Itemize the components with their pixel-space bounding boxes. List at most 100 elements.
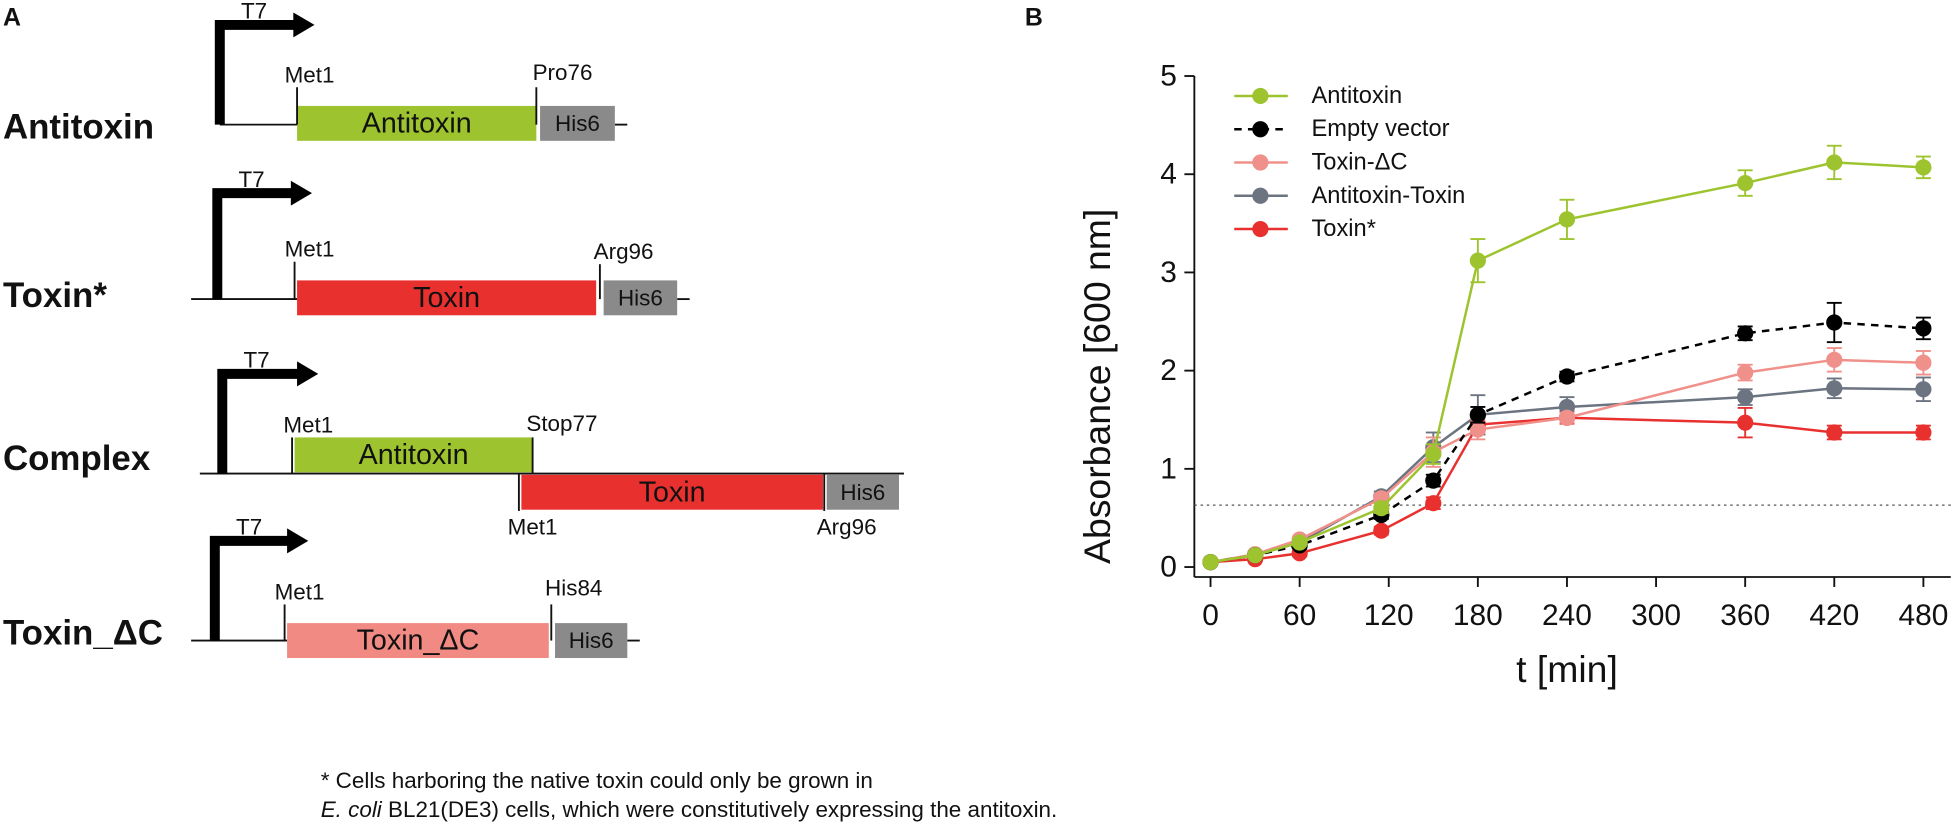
site-label: Stop77 — [526, 411, 597, 436]
x-tick-label: 420 — [1809, 599, 1859, 632]
y-tick-label: 2 — [1160, 354, 1177, 387]
site-label: Arg96 — [817, 515, 877, 540]
y-tick-label: 4 — [1160, 158, 1177, 191]
legend-marker — [1252, 187, 1269, 204]
arrow-head — [293, 12, 315, 38]
data-point — [1826, 314, 1843, 331]
site-label: Met1 — [283, 412, 333, 437]
promoter-label: T7 — [243, 348, 269, 373]
data-point — [1737, 174, 1754, 192]
x-tick-label: 360 — [1720, 599, 1770, 632]
panel-label: B — [1025, 3, 1043, 31]
legend-label: Antitoxin-Toxin — [1311, 183, 1465, 209]
promoter-label: T7 — [238, 167, 264, 192]
site-label: Met1 — [508, 515, 558, 540]
data-point — [1826, 380, 1843, 397]
x-tick-label: 180 — [1453, 599, 1503, 632]
data-point — [1469, 252, 1486, 269]
footnote: E. coli BL21(DE3) cells, which were cons… — [321, 796, 1058, 821]
gene-label: His6 — [555, 111, 600, 136]
y-tick-label: 3 — [1160, 256, 1177, 289]
x-tick-label: 60 — [1283, 599, 1316, 632]
legend-label: Toxin-ΔC — [1311, 150, 1407, 176]
data-point — [1737, 389, 1754, 406]
arrow-head — [290, 180, 313, 206]
promoter-label: T7 — [236, 515, 262, 540]
y-tick-label: 1 — [1160, 452, 1177, 485]
x-tick-label: 480 — [1898, 599, 1948, 632]
gene-box — [603, 280, 678, 316]
series-line — [1210, 416, 1924, 564]
gene-label: Toxin — [639, 476, 706, 508]
gene-label: His6 — [840, 480, 885, 505]
gene-label: Antitoxin — [359, 439, 469, 471]
panel-label: A — [3, 3, 21, 31]
gene-box — [555, 623, 628, 659]
promoter-arrow — [209, 535, 291, 641]
legend-marker — [1252, 121, 1269, 138]
y-tick-label: 0 — [1160, 551, 1177, 584]
site-label: His84 — [545, 576, 602, 601]
legend-label: Empty vector — [1311, 116, 1449, 142]
promoter-arrow — [212, 188, 295, 300]
arrow-head — [287, 528, 309, 554]
footnote-text: E. coli — [321, 796, 383, 821]
promoter-label: T7 — [241, 0, 267, 24]
construct-name: Complex — [3, 439, 151, 478]
x-tick-label: 300 — [1631, 599, 1681, 632]
gene-label: Toxin_ΔC — [357, 625, 480, 657]
legend-marker — [1252, 220, 1269, 238]
data-point — [1826, 154, 1843, 171]
data-point — [1915, 354, 1932, 371]
gene-label: Antitoxin — [362, 107, 472, 139]
y-tick-label: 5 — [1160, 60, 1177, 93]
legend-marker — [1252, 154, 1269, 171]
gene-box — [521, 474, 823, 510]
data-point — [1558, 409, 1576, 426]
data-point — [1373, 522, 1390, 539]
data-point — [1246, 547, 1264, 564]
data-point — [1558, 211, 1576, 228]
data-point — [1202, 554, 1219, 571]
gene-label: His6 — [618, 285, 663, 310]
x-tick-label: 0 — [1202, 599, 1219, 632]
data-point — [1558, 368, 1576, 385]
gene-label: Toxin — [413, 282, 480, 314]
footnote-text: * Cells harboring the native toxin could… — [321, 768, 873, 793]
data-point — [1373, 500, 1390, 517]
site-label: Met1 — [285, 237, 335, 262]
series-line — [1210, 161, 1924, 564]
site-label: Pro76 — [533, 60, 593, 85]
legend-label: Toxin* — [1311, 216, 1375, 242]
legend-label: Antitoxin — [1311, 83, 1402, 109]
series-line — [1210, 321, 1924, 564]
legend-marker — [1252, 87, 1269, 105]
data-point — [1915, 159, 1932, 176]
y-axis-label: Absorbance [600 nm] — [1076, 209, 1118, 564]
construct-name: Antitoxin — [3, 108, 154, 147]
x-tick-label: 120 — [1364, 599, 1414, 632]
data-point — [1826, 351, 1843, 368]
data-point — [1737, 325, 1754, 342]
data-point — [1469, 421, 1486, 438]
site-label: Arg96 — [594, 239, 654, 264]
data-point — [1915, 424, 1932, 441]
data-point — [1737, 364, 1754, 381]
data-point — [1737, 414, 1754, 431]
site-label: Met1 — [285, 62, 335, 87]
gene-box — [297, 105, 537, 141]
construct-name: Toxin* — [3, 276, 107, 315]
x-tick-label: 240 — [1542, 599, 1592, 632]
data-point — [1469, 406, 1486, 423]
footnote-text: BL21(DE3) cells, which were constitutive… — [382, 796, 1057, 821]
data-point — [1425, 472, 1442, 489]
x-axis-label: t [min] — [1516, 648, 1618, 690]
gene-box — [826, 474, 899, 510]
promoter-arrow — [217, 368, 301, 474]
gene-label: His6 — [569, 628, 614, 653]
gene-box — [287, 623, 549, 659]
gene-box — [297, 280, 597, 316]
data-point — [1425, 495, 1442, 512]
construct-name: Toxin_ΔC — [3, 614, 163, 653]
